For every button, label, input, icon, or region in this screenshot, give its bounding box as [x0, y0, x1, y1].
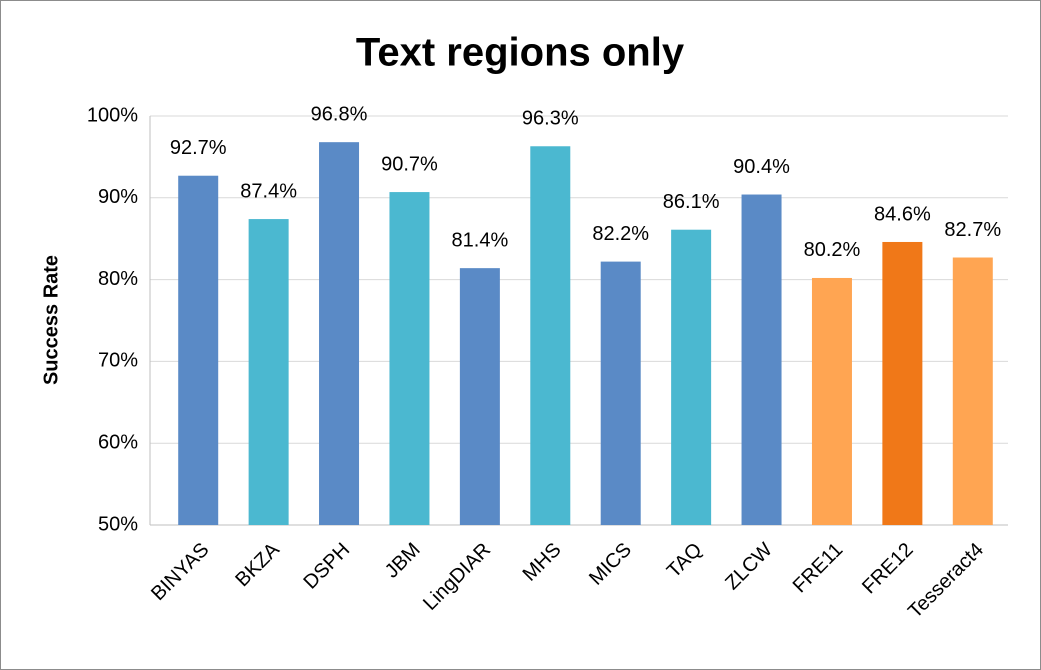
y-tick-label: 90%	[98, 186, 138, 208]
bar	[389, 192, 430, 525]
bar	[741, 194, 782, 525]
value-label: 84.6%	[874, 203, 931, 225]
y-tick-label: 100%	[87, 104, 138, 126]
bar	[459, 268, 500, 525]
value-label: 96.3%	[522, 108, 579, 130]
bar	[319, 142, 360, 525]
y-tick-label: 50%	[98, 513, 138, 535]
value-label: 82.2%	[592, 223, 649, 245]
bar	[882, 241, 923, 526]
chart-title: Text regions only	[356, 31, 685, 75]
value-label: 81.4%	[452, 229, 509, 251]
bar	[952, 257, 993, 525]
value-label: 90.4%	[733, 156, 790, 178]
y-tick-label: 70%	[98, 350, 138, 372]
value-label: 90.7%	[381, 153, 438, 175]
y-axis-label: Success Rate	[40, 255, 62, 385]
y-tick-label: 80%	[98, 268, 138, 290]
value-label: 80.2%	[804, 239, 861, 261]
value-label: 96.8%	[311, 103, 368, 125]
bar	[671, 229, 712, 525]
bar	[530, 146, 571, 526]
bar	[178, 175, 219, 526]
bar	[600, 261, 641, 525]
value-label: 82.7%	[944, 219, 1001, 241]
bar	[248, 219, 289, 525]
value-label: 86.1%	[663, 191, 720, 213]
value-label: 92.7%	[170, 137, 227, 159]
value-label: 87.4%	[240, 180, 297, 202]
bar	[811, 277, 852, 525]
y-tick-label: 60%	[98, 431, 138, 453]
